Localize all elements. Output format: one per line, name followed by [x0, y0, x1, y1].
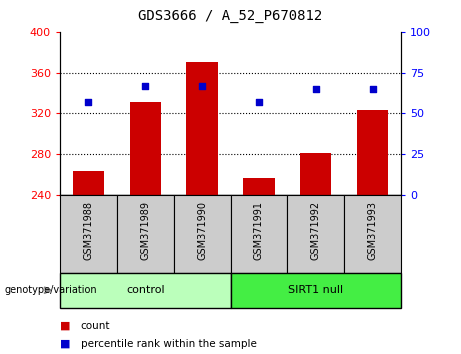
Text: GSM371990: GSM371990	[197, 201, 207, 260]
Text: SIRT1 null: SIRT1 null	[288, 285, 343, 295]
Bar	[230, 273, 401, 308]
Bar	[344, 195, 401, 273]
Point	[255, 99, 263, 105]
Text: GSM371992: GSM371992	[311, 201, 321, 260]
Text: GSM371988: GSM371988	[83, 201, 94, 260]
Point	[312, 86, 319, 92]
Bar	[73, 171, 104, 195]
Point	[198, 83, 206, 88]
Bar	[230, 195, 287, 273]
Bar	[117, 195, 174, 273]
Text: GDS3666 / A_52_P670812: GDS3666 / A_52_P670812	[138, 9, 323, 23]
Text: ■: ■	[60, 339, 71, 349]
Bar	[60, 273, 230, 308]
Bar	[60, 195, 117, 273]
Bar	[130, 102, 161, 195]
Bar	[357, 110, 388, 195]
Point	[85, 99, 92, 105]
Bar	[186, 62, 218, 195]
Bar	[300, 153, 331, 195]
Text: GSM371989: GSM371989	[140, 201, 150, 260]
Text: ■: ■	[60, 321, 71, 331]
Text: GSM371991: GSM371991	[254, 201, 264, 260]
Point	[369, 86, 376, 92]
Text: GSM371993: GSM371993	[367, 201, 378, 260]
Point	[142, 83, 149, 88]
Text: percentile rank within the sample: percentile rank within the sample	[81, 339, 257, 349]
Text: genotype/variation: genotype/variation	[5, 285, 97, 295]
Bar	[287, 195, 344, 273]
Bar	[174, 195, 230, 273]
Text: control: control	[126, 285, 165, 295]
Bar	[243, 178, 275, 195]
Text: count: count	[81, 321, 110, 331]
